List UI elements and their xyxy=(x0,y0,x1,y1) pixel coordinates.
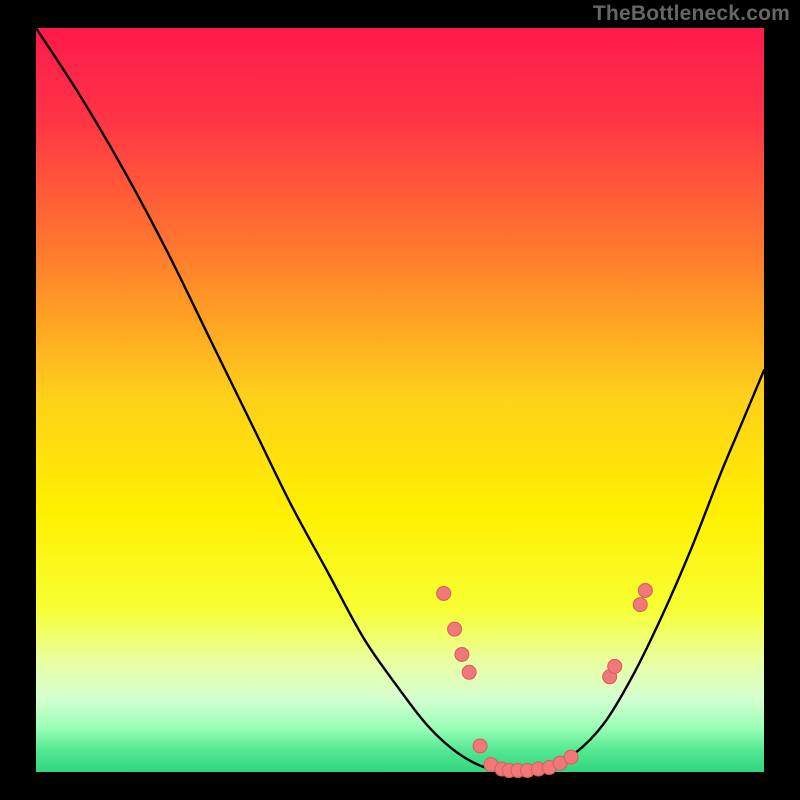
data-marker xyxy=(455,647,469,661)
stage: TheBottleneck.com xyxy=(0,0,800,800)
data-marker xyxy=(473,739,487,753)
plot-svg xyxy=(0,0,800,800)
data-marker xyxy=(633,598,647,612)
plot-background xyxy=(36,28,764,772)
data-marker xyxy=(608,659,622,673)
data-marker xyxy=(638,583,652,597)
watermark-text: TheBottleneck.com xyxy=(593,2,790,26)
data-marker xyxy=(462,665,476,679)
data-marker xyxy=(564,750,578,764)
data-marker xyxy=(437,586,451,600)
data-marker xyxy=(448,622,462,636)
